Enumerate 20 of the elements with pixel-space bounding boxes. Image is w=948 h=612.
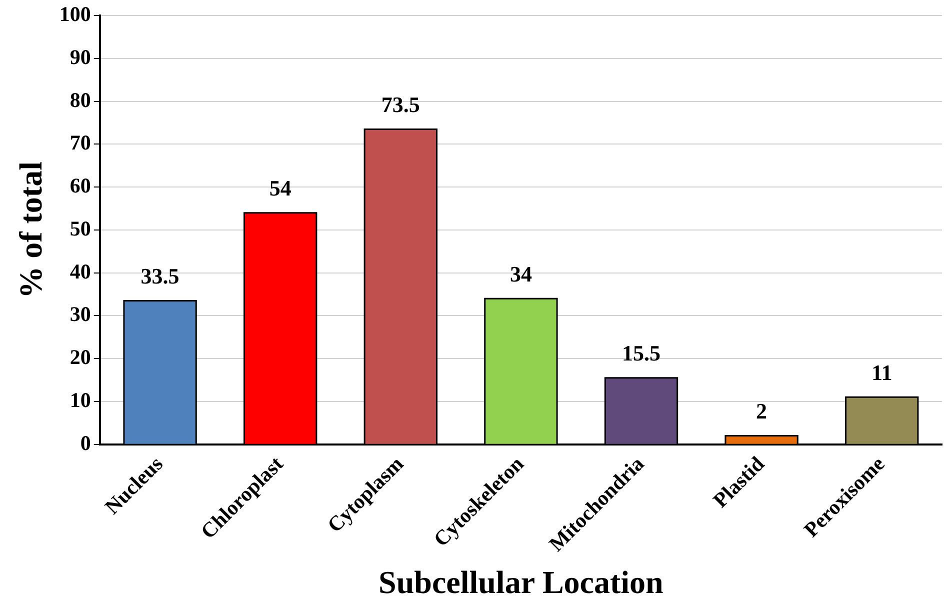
y-tick-label: 50 [70,216,91,240]
data-label: 11 [871,360,892,385]
data-label: 54 [269,176,292,201]
y-tick-label: 20 [70,345,91,370]
y-tick-label: 70 [70,130,91,155]
y-tick-label: 30 [70,302,91,326]
data-label: 33.5 [140,263,180,288]
data-label: 73.5 [381,92,420,117]
data-label: 34 [510,261,532,286]
y-tick-label: 100 [59,2,91,26]
y-tick-label: 90 [70,44,91,69]
y-tick-label: 40 [70,259,91,284]
data-label: 15.5 [622,340,660,366]
y-tick-label: 0 [80,430,91,455]
y-tick-label: 60 [70,174,91,198]
x-axis-title: Subcellular Location [378,564,664,600]
y-axis-title: % of total [12,161,48,298]
data-label: 2 [756,398,768,424]
y-tick-label: 80 [70,88,91,112]
y-tick-label: 10 [70,388,91,412]
